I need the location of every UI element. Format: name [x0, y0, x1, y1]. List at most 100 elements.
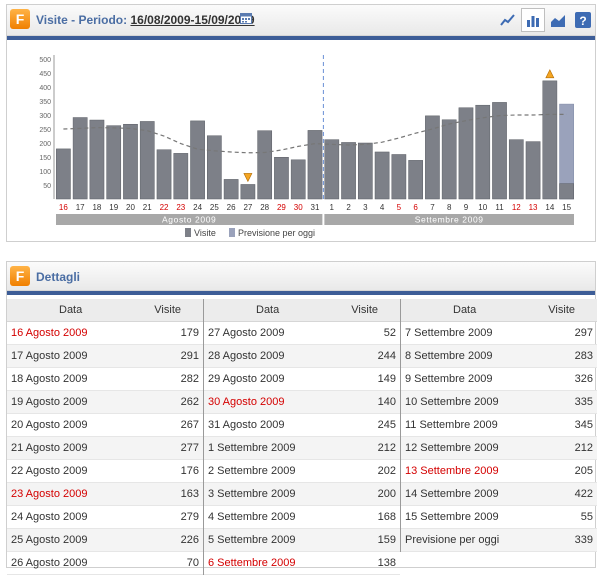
app-logo-icon: F — [10, 266, 30, 286]
row-date: 10 Settembre 2009 — [405, 396, 499, 408]
row-visits: 212 — [377, 442, 396, 454]
row-visits: 282 — [180, 373, 199, 385]
row-date: 1 Settembre 2009 — [208, 442, 296, 454]
row-date: 14 Settembre 2009 — [405, 488, 499, 500]
visits-bar — [391, 154, 407, 200]
x-tick-label: 12 — [512, 203, 521, 212]
y-tick-label: 300 — [39, 113, 51, 120]
row-date: 11 Settembre 2009 — [405, 419, 498, 431]
table-row: 13 Settembre 2009 205 — [401, 460, 597, 483]
bar-chart-icon — [527, 16, 539, 27]
table-row: 10 Settembre 2009 335 — [401, 391, 597, 414]
row-date: 13 Settembre 2009 — [405, 465, 499, 477]
area-chart-button[interactable] — [546, 8, 570, 32]
y-tick-label: 50 — [43, 183, 51, 190]
row-visits: 244 — [377, 350, 396, 362]
row-date: 3 Settembre 2009 — [208, 488, 296, 500]
table-row: 15 Settembre 2009 55 — [401, 506, 597, 529]
row-date: 30 Agosto 2009 — [208, 396, 285, 408]
col-header-visite: Visite — [548, 304, 575, 316]
details-table-1: Data Visite 16 Agosto 2009 179 17 Agosto 200… — [7, 299, 203, 575]
table-body: 7 Settembre 2009 297 8 Settembre 2009 283 9 … — [401, 322, 597, 552]
row-visits: 279 — [180, 511, 199, 523]
svg-text:?: ? — [579, 14, 586, 28]
period-link[interactable]: 16/08/2009-15/09/2009 — [130, 13, 255, 27]
x-tick-label: 6 — [413, 203, 418, 212]
visits-bar — [307, 130, 323, 200]
visits-bar — [274, 157, 289, 200]
row-visits: 168 — [377, 511, 396, 523]
row-visits: 277 — [180, 442, 199, 454]
min-marker — [243, 173, 253, 183]
visits-bar — [425, 115, 440, 200]
table-row: 14 Settembre 2009 422 — [401, 483, 597, 506]
legend-swatch-visite — [185, 228, 191, 237]
legend-swatch-forecast — [229, 228, 235, 237]
x-tick-label: 14 — [545, 203, 554, 212]
row-date: 31 Agosto 2009 — [208, 419, 285, 431]
x-tick-label: 2 — [346, 203, 351, 212]
details-title: Dettagli — [36, 270, 81, 284]
visits-bar — [106, 125, 122, 200]
row-date: 26 Agosto 2009 — [11, 557, 88, 569]
col-header-visite: Visite — [154, 304, 181, 316]
col-header-data: Data — [453, 304, 477, 316]
table-body: 16 Agosto 2009 179 17 Agosto 2009 291 18 Ago… — [7, 322, 203, 575]
trend-line — [63, 113, 567, 154]
visits-bar — [408, 160, 423, 200]
y-tick-label: 100 — [39, 169, 51, 176]
table-row: 21 Agosto 2009 277 — [7, 437, 203, 460]
table-row: 3 Settembre 2009 200 — [204, 483, 400, 506]
area-chart-icon — [551, 15, 565, 27]
details-panel: F Dettagli Data Visite 16 Agosto 2009 179 17… — [6, 261, 597, 575]
row-date: 7 Settembre 2009 — [405, 327, 493, 339]
table-row: 7 Settembre 2009 297 — [401, 322, 597, 345]
x-tick-label: 19 — [109, 203, 118, 212]
table-row: 2 Settembre 2009 202 — [204, 460, 400, 483]
visits-bar — [173, 153, 189, 200]
row-date: 12 Settembre 2009 — [405, 442, 499, 454]
row-visits: 200 — [377, 488, 396, 500]
table-row: 26 Agosto 2009 70 — [7, 552, 203, 575]
table-row: 16 Agosto 2009 179 — [7, 322, 203, 345]
row-visits: 149 — [377, 373, 396, 385]
row-date: 24 Agosto 2009 — [11, 511, 88, 523]
row-visits: 70 — [186, 557, 199, 569]
row-date: 23 Agosto 2009 — [11, 488, 88, 500]
table-row: 6 Settembre 2009 138 — [204, 552, 400, 575]
visits-bar — [156, 149, 172, 200]
x-tick-label: 11 — [495, 203, 504, 212]
row-visits: 179 — [180, 327, 199, 339]
x-tick-label: 17 — [76, 203, 85, 212]
table-row: 28 Agosto 2009 244 — [204, 345, 400, 368]
row-date: 17 Agosto 2009 — [11, 350, 88, 362]
table-row: Previsione per oggi 339 — [401, 529, 597, 552]
table-row: 9 Settembre 2009 326 — [401, 368, 597, 391]
row-date: 27 Agosto 2009 — [208, 327, 285, 339]
help-button[interactable]: ? — [571, 8, 595, 32]
x-tick-label: 4 — [380, 203, 385, 212]
row-date: 16 Agosto 2009 — [11, 327, 88, 339]
row-visits: 422 — [574, 488, 593, 500]
table-row: 29 Agosto 2009 149 — [204, 368, 400, 391]
chart-panel-header: F Visite - Periodo: 16/08/2009-15/09/200… — [7, 5, 595, 36]
table-header: Data Visite — [401, 299, 597, 322]
visits-bar — [324, 139, 340, 200]
y-tick-label: 250 — [39, 127, 51, 134]
x-tick-label: 21 — [143, 203, 152, 212]
month-band — [56, 214, 323, 225]
line-chart-button[interactable] — [496, 8, 520, 32]
table-row: 5 Settembre 2009 159 — [204, 529, 400, 552]
bar-chart-button[interactable] — [521, 8, 545, 32]
row-visits: 176 — [180, 465, 199, 477]
calendar-icon[interactable] — [240, 12, 252, 24]
y-tick-label: 150 — [39, 155, 51, 162]
x-tick-label: 3 — [363, 203, 368, 212]
row-visits: 345 — [574, 419, 593, 431]
x-tick-label: 29 — [277, 203, 286, 212]
x-tick-label: 31 — [311, 203, 320, 212]
x-tick-label: 15 — [562, 203, 571, 212]
row-date: 28 Agosto 2009 — [208, 350, 285, 362]
x-tick-label: 22 — [160, 203, 169, 212]
table-row: 27 Agosto 2009 52 — [204, 322, 400, 345]
